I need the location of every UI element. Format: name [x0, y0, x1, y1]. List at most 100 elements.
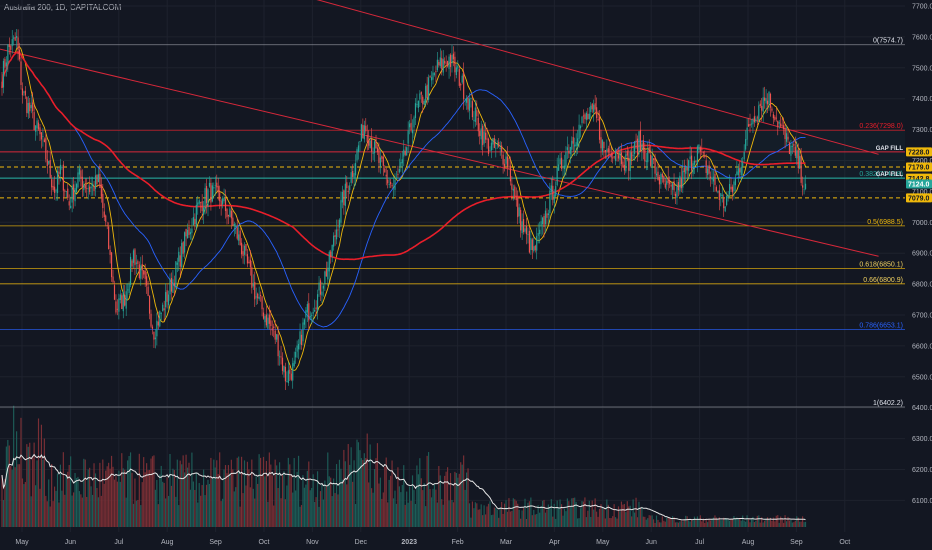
candle-body: [698, 144, 700, 150]
volume-bar: [344, 461, 346, 527]
x-tick-label: May: [15, 539, 29, 546]
volume-bar: [444, 475, 446, 527]
candle-body: [122, 291, 124, 312]
volume-bar: [189, 489, 192, 527]
volume-bar: [534, 514, 536, 527]
volume-bar: [699, 515, 701, 527]
candle-body: [68, 201, 70, 206]
moving-average-line: [1, 51, 806, 328]
volume-bar: [661, 516, 663, 527]
candle-body: [127, 289, 129, 291]
candle-body: [610, 153, 612, 158]
candle-body: [211, 185, 213, 202]
volume-bar: [178, 505, 180, 527]
candle-body: [21, 88, 24, 96]
candle-body: [636, 138, 639, 156]
volume-bar: [409, 486, 411, 527]
candle-body: [426, 84, 428, 98]
candle-body: [515, 196, 517, 201]
candle-body: [132, 250, 135, 263]
candle-body: [203, 207, 205, 215]
candle-body: [707, 168, 709, 175]
y-tick-label: 6300.0: [912, 436, 932, 443]
volume-bar: [32, 457, 34, 527]
volume-bar: [127, 460, 129, 527]
candle-body: [746, 127, 748, 140]
candle-body: [487, 138, 490, 154]
candle-body: [87, 188, 89, 190]
candle-body: [137, 261, 139, 264]
candle-body: [761, 106, 763, 111]
candle-body: [220, 200, 222, 207]
candle-body: [376, 147, 379, 153]
candle-body: [14, 37, 16, 41]
volume-bar: [118, 470, 120, 527]
fib-level-label: 1(6402.2): [873, 400, 903, 407]
candle-body: [378, 148, 380, 163]
y-tick-label: 7500.0: [912, 65, 932, 72]
candle-body: [290, 373, 292, 380]
y-tick-label: 6900.0: [912, 251, 932, 258]
volume-bar: [804, 521, 807, 527]
volume-bar: [375, 458, 377, 527]
volume-bar: [790, 519, 792, 527]
volume-bar: [648, 515, 650, 527]
candle-body: [533, 246, 535, 252]
volume-bar: [170, 485, 173, 527]
volume-bar: [242, 493, 244, 527]
volume-bar: [289, 464, 291, 527]
candle-body: [252, 283, 254, 287]
volume-bar: [302, 475, 304, 527]
y-tick-label: 6200.0: [912, 467, 932, 474]
candle-body: [650, 154, 652, 166]
volume-bar: [334, 493, 336, 527]
candle-body: [157, 321, 159, 326]
volume-bar: [638, 501, 640, 527]
candle-body: [555, 186, 557, 197]
volume-bar: [195, 472, 197, 527]
volume-bar: [785, 521, 788, 527]
volume-bar: [788, 520, 791, 527]
volume-bar: [651, 515, 653, 527]
channel-line: [0, 48, 879, 257]
volume-bar: [619, 511, 621, 527]
volume-bar: [96, 487, 98, 527]
candle-body: [657, 171, 659, 181]
volume-bar: [480, 504, 482, 527]
candle-body: [86, 187, 88, 189]
volume-bar: [293, 458, 295, 527]
fib-zone: [0, 130, 905, 179]
volume-bar: [492, 514, 494, 527]
volume-bar: [137, 499, 139, 527]
volume-bar: [81, 497, 83, 527]
candle-body: [148, 295, 151, 314]
volume-bar: [705, 518, 707, 527]
candle-body: [617, 155, 620, 159]
volume-bar: [635, 497, 637, 527]
volume-bar: [274, 459, 276, 527]
candle-body: [470, 97, 472, 100]
candle-body: [26, 97, 28, 113]
candle-body: [559, 158, 561, 165]
volume-bar: [460, 462, 462, 527]
volume-bar: [349, 464, 351, 527]
candle-body: [414, 103, 417, 119]
volume-bar: [797, 517, 799, 527]
volume-bar: [365, 458, 367, 527]
moving-average-line: [1, 51, 806, 261]
volume-bar: [236, 457, 238, 527]
candle-body: [198, 200, 200, 204]
volume-bar: [712, 517, 715, 527]
volume-bar: [283, 471, 285, 527]
candle-body: [223, 197, 225, 202]
candle-body: [1, 81, 3, 88]
volume-bar: [569, 507, 571, 527]
fib-level-label: 0(7574.7): [873, 38, 903, 45]
volume-bar: [714, 515, 716, 527]
candle-body: [429, 76, 431, 77]
candle-body: [257, 293, 259, 299]
price-axis[interactable]: [906, 0, 932, 550]
time-axis[interactable]: [0, 533, 932, 550]
volume-bar: [558, 508, 560, 527]
